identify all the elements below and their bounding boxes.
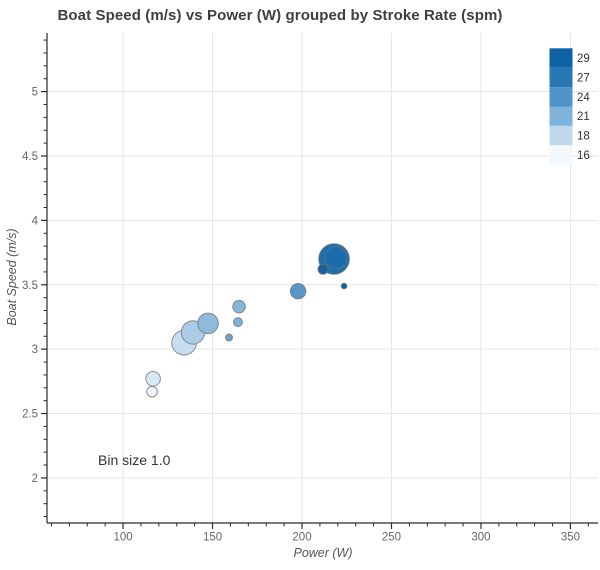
legend-label: 27 xyxy=(577,72,590,84)
y-tick-label: 2 xyxy=(32,473,38,485)
y-tick-label: 4.5 xyxy=(22,151,38,163)
x-axis-title: Power (W) xyxy=(293,546,353,560)
x-tick-label: 350 xyxy=(561,532,580,544)
legend-swatch[interactable] xyxy=(549,125,573,146)
legend-swatch[interactable] xyxy=(549,67,573,88)
data-point[interactable] xyxy=(289,282,307,300)
chart-title: Boat Speed (m/s) vs Power (W) grouped by… xyxy=(57,7,503,24)
x-tick-label: 250 xyxy=(382,532,401,544)
y-tick-label: 4 xyxy=(32,215,39,227)
legend-label: 24 xyxy=(577,92,590,104)
data-point[interactable] xyxy=(197,312,219,335)
data-point[interactable] xyxy=(232,299,246,314)
x-tick-label: 200 xyxy=(292,532,311,544)
legend-swatch[interactable] xyxy=(549,87,573,107)
y-tick-label: 5 xyxy=(32,87,38,99)
y-tick-label: 3 xyxy=(32,344,38,356)
data-point[interactable] xyxy=(324,246,348,270)
y-tick-label: 3.5 xyxy=(22,280,38,292)
data-point[interactable] xyxy=(340,282,348,290)
legend-swatch[interactable] xyxy=(549,106,573,126)
legend-swatch[interactable] xyxy=(549,145,573,165)
x-tick-label: 150 xyxy=(203,532,222,544)
legend-swatch[interactable] xyxy=(549,48,573,68)
bin-size-annotation: Bin size 1.0 xyxy=(98,452,171,468)
data-point[interactable] xyxy=(232,317,243,328)
legend-label: 16 xyxy=(577,150,590,162)
data-point[interactable] xyxy=(145,370,161,387)
x-tick-label: 100 xyxy=(113,532,132,544)
data-point[interactable] xyxy=(146,385,158,398)
data-point[interactable] xyxy=(224,333,233,342)
legend-label: 21 xyxy=(577,111,590,123)
x-tick-label: 300 xyxy=(471,532,490,544)
y-axis-title: Boat Speed (m/s) xyxy=(5,228,19,326)
data-point[interactable] xyxy=(317,263,329,275)
legend-label: 18 xyxy=(577,131,590,143)
legend-label: 29 xyxy=(577,53,590,65)
y-tick-label: 2.5 xyxy=(22,409,38,421)
